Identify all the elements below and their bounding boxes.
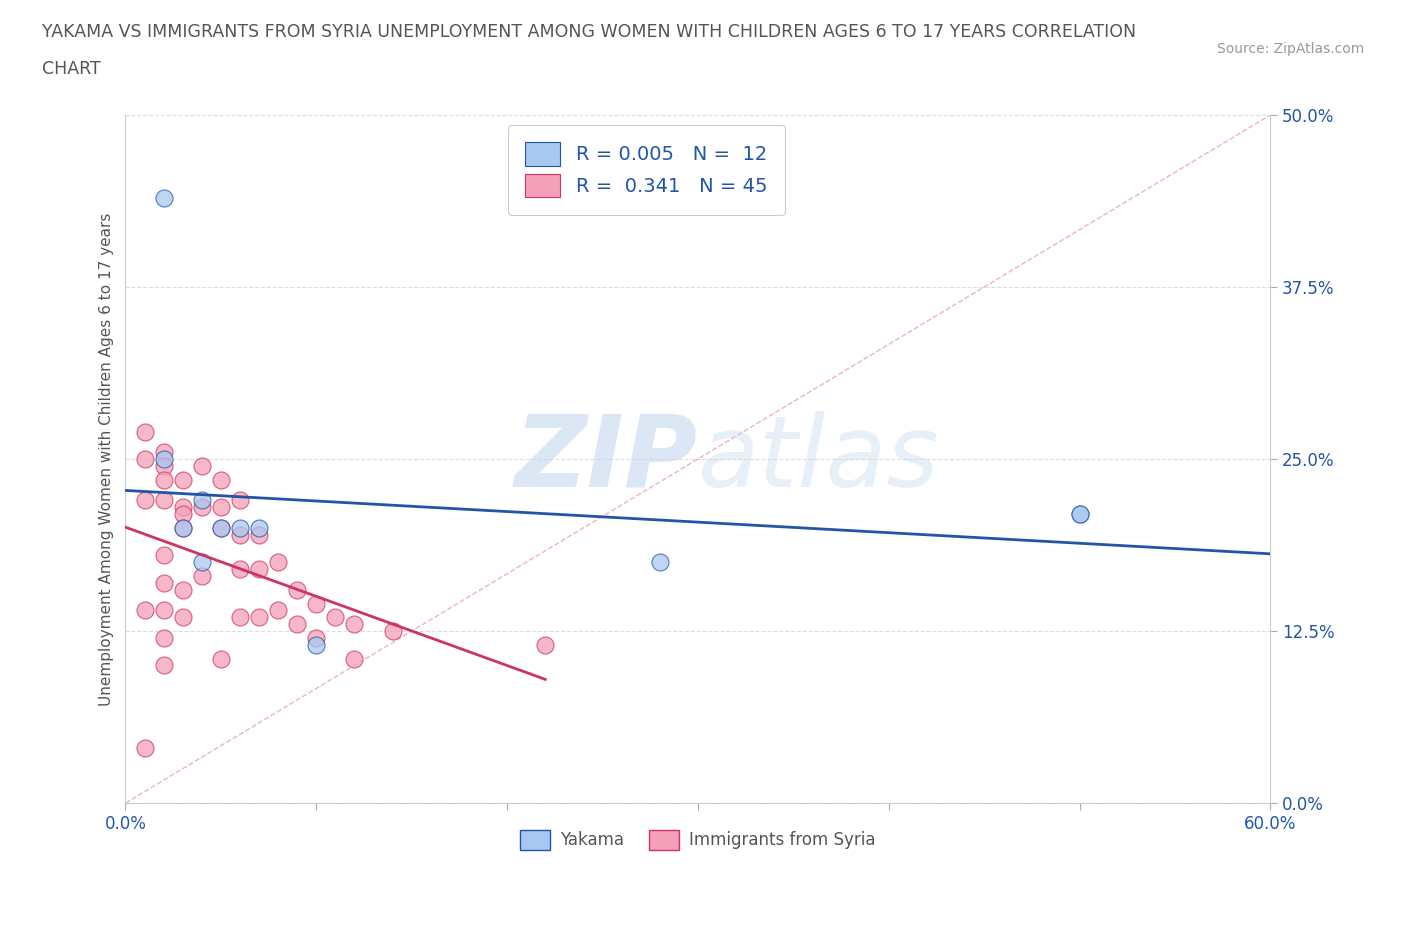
Text: ZIP: ZIP — [515, 410, 697, 508]
Point — [134, 493, 156, 508]
Point — [343, 617, 366, 631]
Text: Source: ZipAtlas.com: Source: ZipAtlas.com — [1216, 42, 1364, 56]
Point — [152, 493, 174, 508]
Point — [209, 651, 232, 666]
Point — [1069, 507, 1091, 522]
Point — [209, 472, 232, 487]
Point — [229, 493, 252, 508]
Point — [267, 603, 290, 618]
Point — [343, 651, 366, 666]
Point — [247, 521, 270, 536]
Point — [152, 458, 174, 473]
Point — [325, 610, 347, 625]
Point — [247, 562, 270, 577]
Point — [191, 555, 214, 570]
Point — [152, 472, 174, 487]
Point — [305, 637, 328, 652]
Point — [285, 582, 308, 597]
Point — [152, 631, 174, 645]
Point — [534, 637, 557, 652]
Point — [152, 548, 174, 563]
Y-axis label: Unemployment Among Women with Children Ages 6 to 17 years: Unemployment Among Women with Children A… — [100, 212, 114, 706]
Point — [229, 562, 252, 577]
Point — [305, 596, 328, 611]
Point — [172, 507, 194, 522]
Point — [152, 576, 174, 591]
Text: YAKAMA VS IMMIGRANTS FROM SYRIA UNEMPLOYMENT AMONG WOMEN WITH CHILDREN AGES 6 TO: YAKAMA VS IMMIGRANTS FROM SYRIA UNEMPLOY… — [42, 23, 1136, 41]
Point — [229, 610, 252, 625]
Point — [134, 424, 156, 439]
Point — [305, 631, 328, 645]
Point — [152, 603, 174, 618]
Point — [285, 617, 308, 631]
Point — [229, 527, 252, 542]
Point — [191, 568, 214, 583]
Point — [134, 740, 156, 755]
Point — [1069, 507, 1091, 522]
Legend: Yakama, Immigrants from Syria: Yakama, Immigrants from Syria — [513, 823, 883, 857]
Point — [152, 452, 174, 467]
Point — [191, 458, 214, 473]
Point — [134, 452, 156, 467]
Text: atlas: atlas — [697, 410, 939, 508]
Point — [267, 555, 290, 570]
Point — [191, 499, 214, 514]
Point — [134, 603, 156, 618]
Point — [191, 493, 214, 508]
Point — [229, 521, 252, 536]
Point — [172, 521, 194, 536]
Text: CHART: CHART — [42, 60, 101, 78]
Point — [247, 610, 270, 625]
Point — [209, 499, 232, 514]
Point — [381, 624, 404, 639]
Point — [172, 499, 194, 514]
Point — [172, 472, 194, 487]
Point — [209, 521, 232, 536]
Point — [152, 658, 174, 673]
Point — [172, 610, 194, 625]
Point — [172, 582, 194, 597]
Point — [247, 527, 270, 542]
Point — [172, 521, 194, 536]
Point — [648, 555, 671, 570]
Point — [209, 521, 232, 536]
Point — [152, 445, 174, 459]
Point — [152, 190, 174, 205]
